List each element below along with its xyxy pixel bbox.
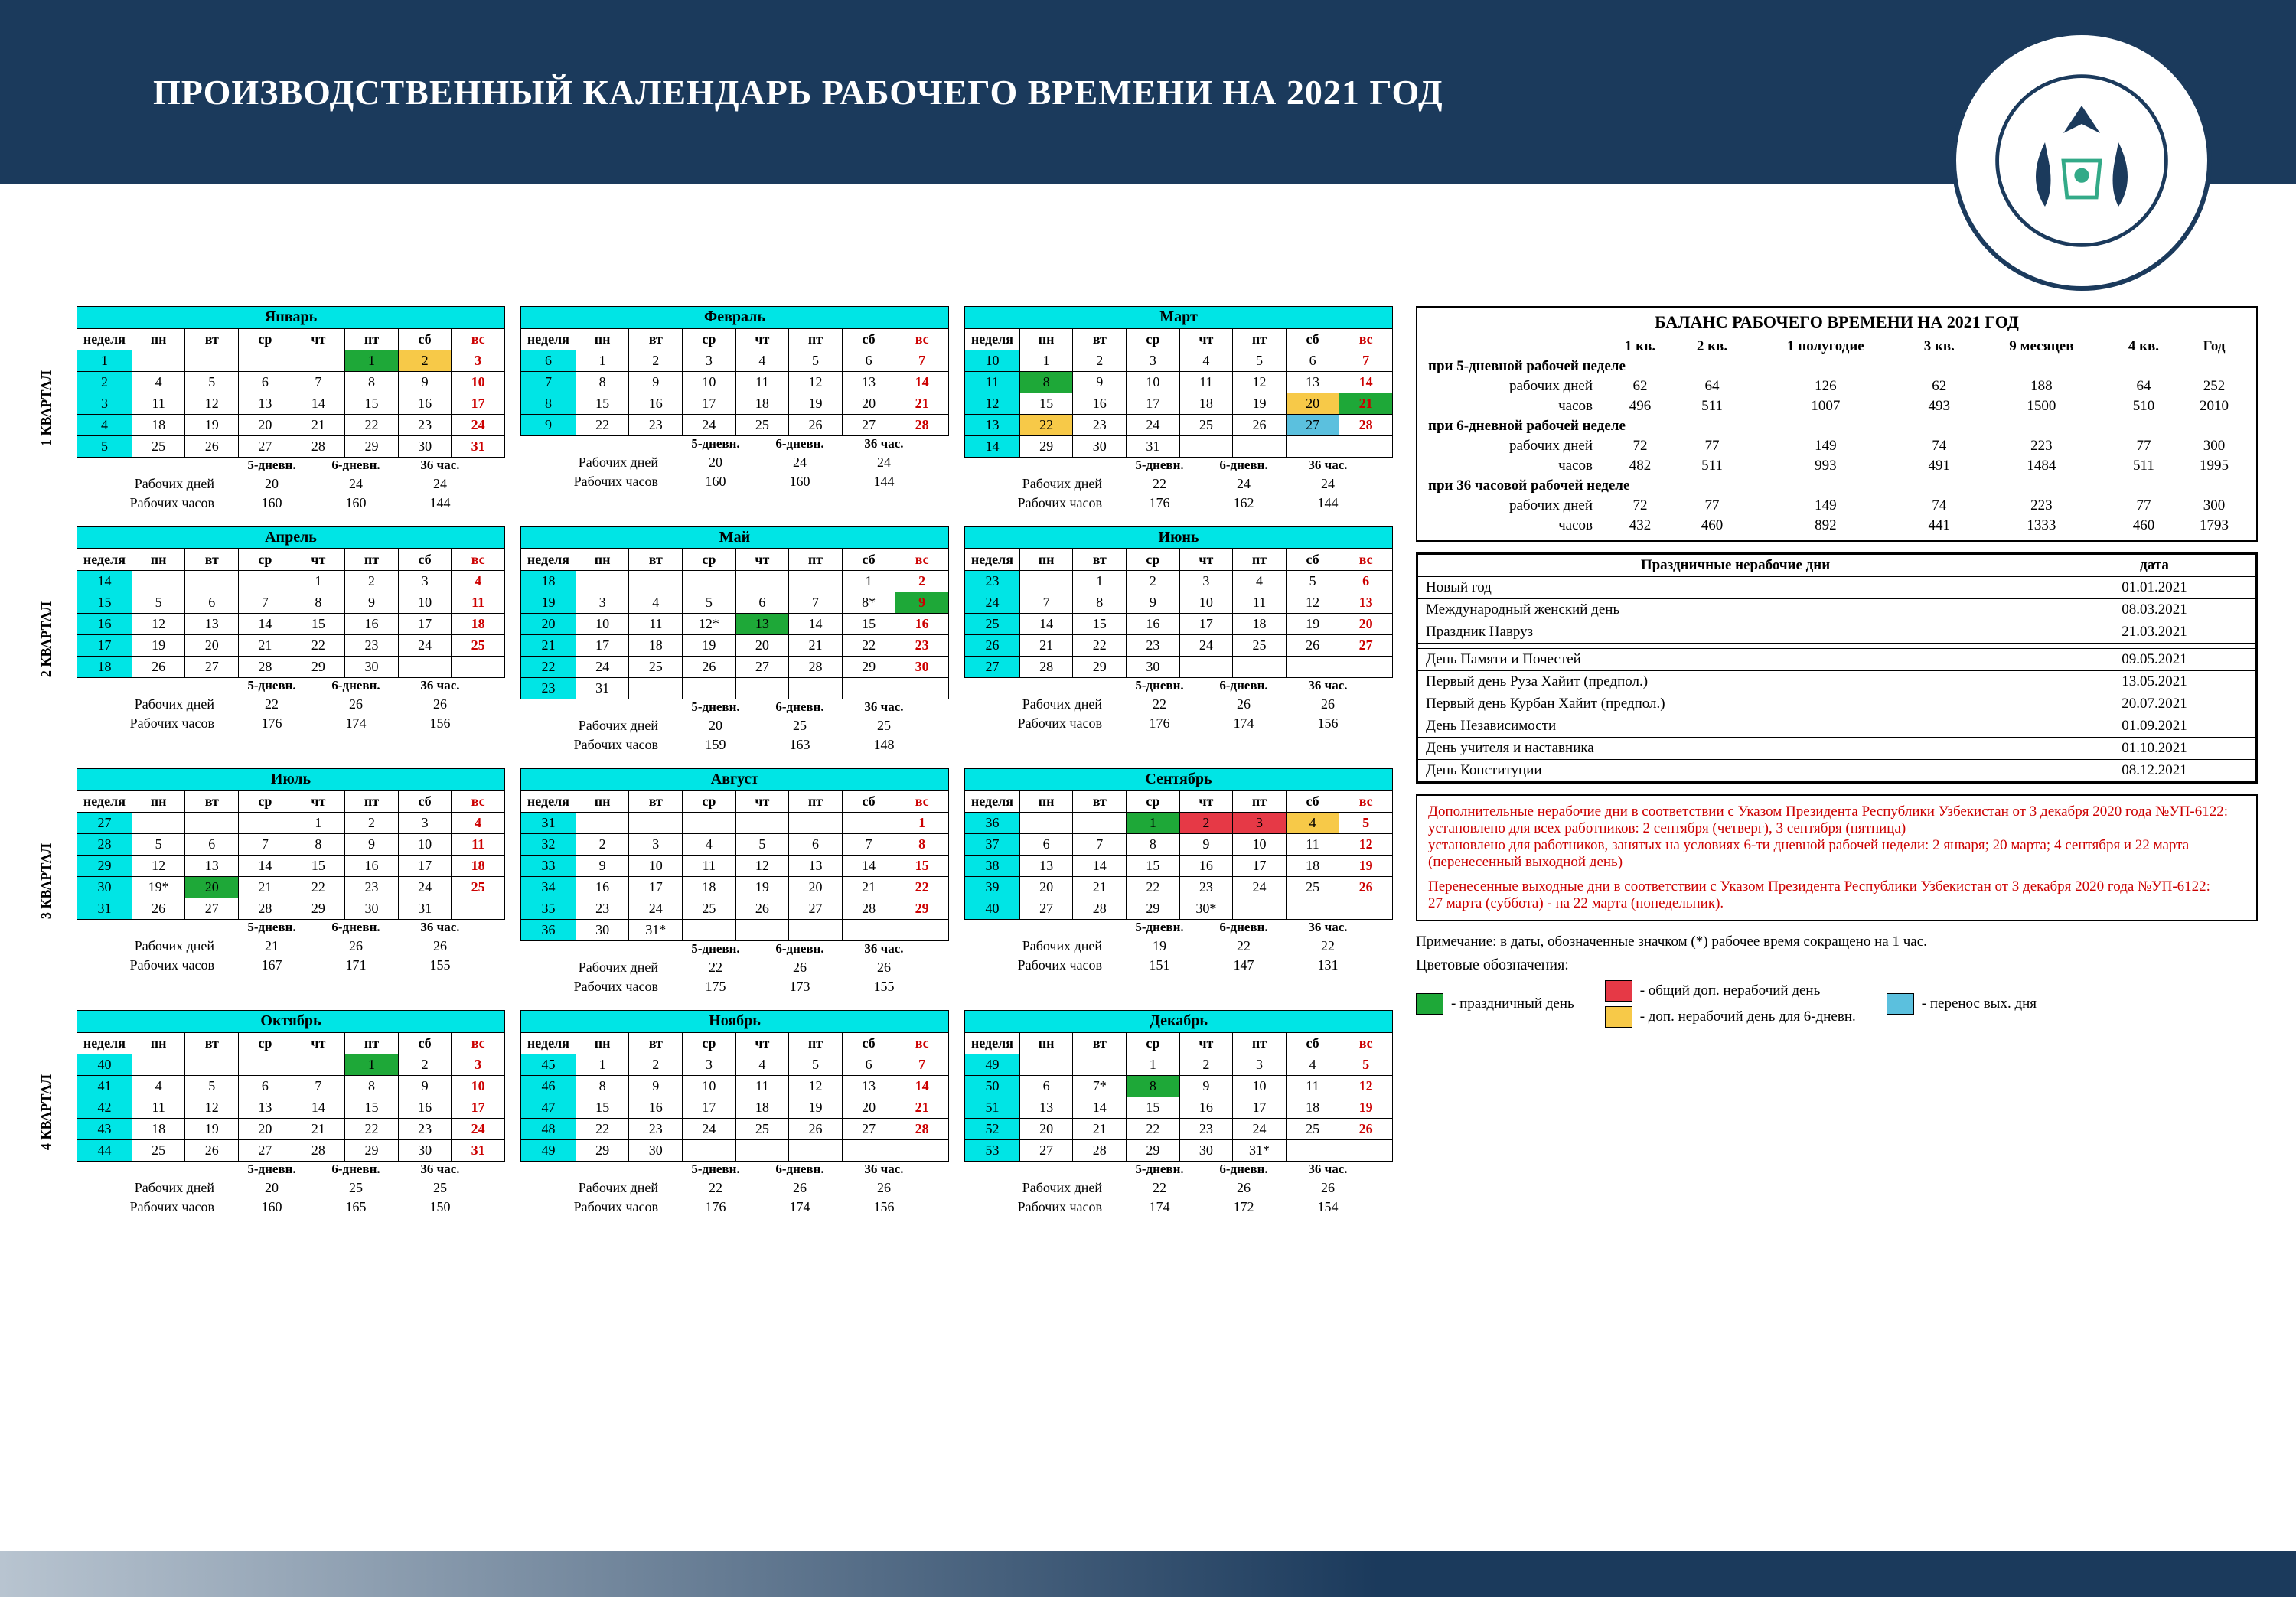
month-block: Декабрьнеделяпнвтсрчтптсбвс49123455067*8… xyxy=(964,1010,1393,1215)
month-title: Октябрь xyxy=(77,1010,505,1032)
note-p2: установлено для всех работников: 2 сентя… xyxy=(1428,820,2245,837)
month-table: неделяпнвтсрчтптсбвс31132234567833910111… xyxy=(520,790,949,941)
quarter-label: 4 КВАРТАЛ xyxy=(38,1074,61,1150)
month-title: Май xyxy=(520,526,949,549)
month-block: Сентябрьнеделяпнвтсрчтптсбвс361234537678… xyxy=(964,768,1393,973)
month-block: Октябрьнеделяпнвтсрчтптсбвс4012341456789… xyxy=(77,1010,505,1215)
month-title: Январь xyxy=(77,306,505,328)
quarter-label: 3 КВАРТАЛ xyxy=(38,843,61,919)
info-column: БАЛАНС РАБОЧЕГО ВРЕМЕНИ НА 2021 ГОД 1 кв… xyxy=(1416,306,2258,1230)
month-table: неделяпнвтсрчтптсбвс10123456711891011121… xyxy=(964,328,1393,458)
balance-box: БАЛАНС РАБОЧЕГО ВРЕМЕНИ НА 2021 ГОД 1 кв… xyxy=(1416,306,2258,542)
month-title: Сентябрь xyxy=(964,768,1393,790)
month-table: неделяпнвтсрчтптсбвс181219345678*9201011… xyxy=(520,549,949,699)
month-block: Майнеделяпнвтсрчтптсбвс181219345678*9201… xyxy=(520,526,949,753)
footer-band xyxy=(0,1551,2296,1597)
legend-title: Цветовые обозначения: xyxy=(1416,957,2258,974)
note-p1: Дополнительные нерабочие дни в соответст… xyxy=(1428,803,2245,820)
quarter-label: 2 КВАРТАЛ xyxy=(38,601,61,677)
month-table: неделяпнвтсрчтптсбвс49123455067*89101112… xyxy=(964,1032,1393,1162)
month-table: неделяпнвтсрчтптсбвс14123415567891011161… xyxy=(77,549,505,678)
month-title: Март xyxy=(964,306,1393,328)
month-block: Июльнеделяпнвтсрчтптсбвс2712342856789101… xyxy=(77,768,505,973)
month-title: Февраль xyxy=(520,306,949,328)
note-p5: 27 марта (суббота) - на 22 марта (понеде… xyxy=(1428,895,2245,912)
emblem-icon xyxy=(1990,69,2174,253)
month-block: Ноябрьнеделяпнвтсрчтптсбвс45123456746891… xyxy=(520,1010,949,1215)
month-block: Августнеделяпнвтсрчтптсбвс31132234567833… xyxy=(520,768,949,995)
quarter-label: 1 КВАРТАЛ xyxy=(38,370,61,446)
month-title: Июнь xyxy=(964,526,1393,549)
month-table: неделяпнвтсрчтптсбвс61234567789101112131… xyxy=(520,328,949,436)
balance-title: БАЛАНС РАБОЧЕГО ВРЕМЕНИ НА 2021 ГОД xyxy=(1425,312,2249,332)
remark: Примечание: в даты, обозначенные значком… xyxy=(1416,934,2258,950)
month-table: неделяпнвтсрчтптсбвс27123428567891011291… xyxy=(77,790,505,920)
month-title: Ноябрь xyxy=(520,1010,949,1032)
balance-table: 1 кв.2 кв.1 полугодие3 кв.9 месяцев4 кв.… xyxy=(1425,337,2249,536)
holidays-box: Праздничные нерабочие днидатаНовый год01… xyxy=(1416,552,2258,784)
legend-row: - праздничный день- общий доп. нерабочий… xyxy=(1416,980,2258,1028)
month-block: Июньнеделяпнвтсрчтптсбвс2312345624789101… xyxy=(964,526,1393,732)
month-title: Август xyxy=(520,768,949,790)
note-p3: установлено для работников, занятых на у… xyxy=(1428,837,2245,871)
month-title: Апрель xyxy=(77,526,505,549)
emblem-logo xyxy=(1952,31,2212,291)
month-block: Апрельнеделяпнвтсрчтптсбвс14123415567891… xyxy=(77,526,505,732)
holidays-table: Праздничные нерабочие днидатаНовый год01… xyxy=(1417,554,2256,782)
month-table: неделяпнвтсрчтптсбвс36123453767891011123… xyxy=(964,790,1393,920)
month-block: Мартнеделяпнвтсрчтптсбвс1012345671189101… xyxy=(964,306,1393,511)
calendars-grid: 1 КВАРТАЛ Январьнеделяпнвтсрчтптсбвс11232… xyxy=(38,306,1393,1230)
month-table: неделяпнвтсрчтптсбвс45123456746891011121… xyxy=(520,1032,949,1162)
month-title: Июль xyxy=(77,768,505,790)
month-table: неделяпнвтсрчтптсбвс23123456247891011121… xyxy=(964,549,1393,678)
month-title: Декабрь xyxy=(964,1010,1393,1032)
month-block: Февральнеделяпнвтсрчтптсбвс6123456778910… xyxy=(520,306,949,490)
month-table: неделяпнвтсрчтптсбвс40123414567891042111… xyxy=(77,1032,505,1162)
month-block: Январьнеделяпнвтсрчтптсбвс11232456789103… xyxy=(77,306,505,511)
page-title: ПРОИЗВОДСТВЕННЫЙ КАЛЕНДАРЬ РАБОЧЕГО ВРЕМ… xyxy=(153,72,1443,112)
note-p4: Перенесенные выходные дни в соответствии… xyxy=(1428,878,2245,895)
notes-box: Дополнительные нерабочие дни в соответст… xyxy=(1416,794,2258,921)
month-table: неделяпнвтсрчтптсбвс11232456789103111213… xyxy=(77,328,505,458)
